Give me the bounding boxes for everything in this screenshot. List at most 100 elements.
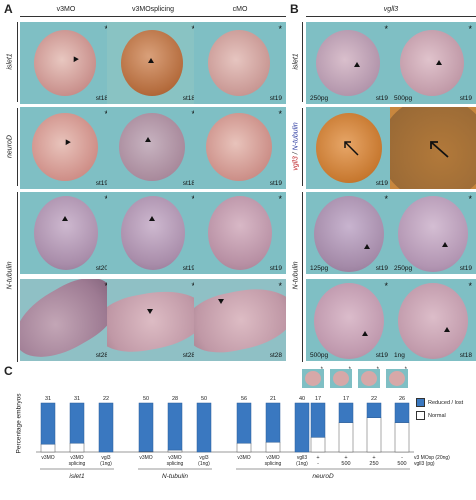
star-marker: *: [191, 24, 195, 34]
star-marker: *: [384, 24, 388, 34]
bar-chart: 31v3MO31v3MOsplicing22vgl3(1ng)50v3MO28v…: [36, 396, 450, 480]
row-divider: [302, 192, 303, 362]
bar-category-label: v3MO: [41, 455, 54, 461]
bar-category-label: vgll3: [297, 455, 308, 461]
dose-label: 125pg: [310, 265, 329, 272]
embryo-image: st19: [306, 107, 392, 189]
embryo-image: * st19: [20, 107, 112, 189]
bar-normal: [167, 449, 183, 453]
bar-count-label: 31: [45, 396, 51, 402]
star-marker: *: [104, 24, 108, 34]
embryo-image: * st18: [107, 107, 199, 189]
arrowhead-icon: [149, 216, 155, 221]
embryo-image: * st19: [194, 107, 286, 189]
legend: Reduced / lost Normal: [416, 398, 463, 420]
bar-category-label: vgl3: [199, 455, 208, 461]
arrowhead-icon: [147, 309, 153, 314]
legend-swatch: [416, 398, 425, 407]
stage-label: st19: [375, 352, 388, 359]
star-marker: *: [104, 281, 108, 291]
bar-count-label: 17: [315, 396, 321, 402]
bar-count-label: 21: [270, 396, 276, 402]
bar-category-label: 250: [369, 461, 378, 467]
arrowhead-icon: [218, 299, 224, 304]
bar-category-label: -: [317, 461, 319, 467]
thumbnail-image: *: [358, 367, 380, 388]
bar-category-label: v3MO: [237, 455, 250, 461]
bar-reduced: [40, 402, 56, 445]
bar-reduced: [69, 402, 85, 444]
star-marker: *: [191, 109, 195, 119]
star-marker: *: [468, 24, 472, 34]
bar-count-label: 50: [143, 396, 149, 402]
row-divider: [17, 108, 18, 186]
star-marker: *: [191, 281, 195, 291]
panel-b-header-line: [306, 16, 476, 17]
stage-label: st18: [95, 95, 108, 102]
thumb-star: *: [320, 367, 323, 373]
star-marker: *: [278, 109, 282, 119]
bar-count-label: 17: [343, 396, 349, 402]
bar-reduced: [236, 402, 252, 444]
bar-reduced: [366, 402, 382, 418]
bar-normal: [394, 422, 410, 453]
row-label-red-part: vgll3: [292, 156, 300, 171]
group-label: N-tubulin: [162, 473, 188, 480]
bar-reduced: [138, 402, 154, 452]
star-marker: *: [384, 281, 388, 291]
stage-label: st19: [375, 265, 388, 272]
embryo-image: * st19: [194, 22, 286, 104]
stage-label: st28: [182, 352, 195, 359]
panel-a-letter: A: [4, 2, 13, 16]
star-marker: *: [278, 194, 282, 204]
embryo-image: * st19: [194, 192, 286, 274]
row-divider: [302, 22, 303, 102]
thumbnail-image: *: [330, 367, 352, 388]
arrow-icon: [430, 141, 449, 158]
arrowhead-icon: [364, 244, 370, 249]
bar-category-label: (1ng): [198, 461, 210, 467]
bar-category-label: +: [344, 455, 347, 461]
arrow-icon: [344, 141, 359, 156]
dose-label: 1ng: [394, 352, 405, 359]
embryo-image: * st19: [107, 192, 199, 274]
stage-label: st18: [459, 352, 472, 359]
stage-label: st28: [269, 352, 282, 359]
star-marker: *: [104, 194, 108, 204]
bar-reduced: [265, 402, 281, 443]
row-label-neurod: neuroD: [6, 135, 14, 158]
embryo-image: [390, 107, 476, 189]
row-label-islet1: islet1: [6, 53, 14, 70]
embryo-image: * st28: [20, 279, 112, 361]
condition-row-label: vgll3 (pg): [414, 461, 435, 467]
row-label-sep: /: [292, 150, 300, 157]
arrowhead-icon: [62, 216, 68, 221]
bar-count-label: 22: [103, 396, 109, 402]
stage-label: st19: [95, 180, 108, 187]
thumb-star: *: [376, 367, 379, 373]
panel-b-letter: B: [290, 2, 299, 16]
stage-label: st19: [459, 265, 472, 272]
star-marker: *: [468, 194, 472, 204]
row-label-ntubulin: N-tubulin: [6, 261, 14, 290]
bar-category-label: vgl3: [101, 455, 110, 461]
bar-normal: [69, 442, 85, 453]
dose-label: 500pg: [310, 352, 329, 359]
arrowhead-icon: [145, 137, 151, 142]
bar-category-label: v3MO: [70, 455, 83, 461]
embryo-image: * 250pg st19: [306, 22, 392, 104]
bar-count-label: 50: [201, 396, 207, 402]
panel-a-col-header: v3MOsplicing: [131, 6, 174, 13]
bar-reduced: [394, 402, 410, 423]
bar-category-label: v3MO: [139, 455, 152, 461]
stage-label: st18: [182, 95, 195, 102]
row-label-blue-part: N-tubulin: [292, 122, 300, 151]
embryo-image: * st20: [20, 192, 112, 274]
bar-count-label: 56: [241, 396, 247, 402]
star-marker: *: [278, 281, 282, 291]
arrowhead-icon: [436, 60, 442, 65]
embryo-image: * st18: [107, 22, 199, 104]
row-divider: [17, 192, 18, 362]
dose-label: 250pg: [394, 265, 413, 272]
panel-a-header-line: [20, 16, 286, 17]
